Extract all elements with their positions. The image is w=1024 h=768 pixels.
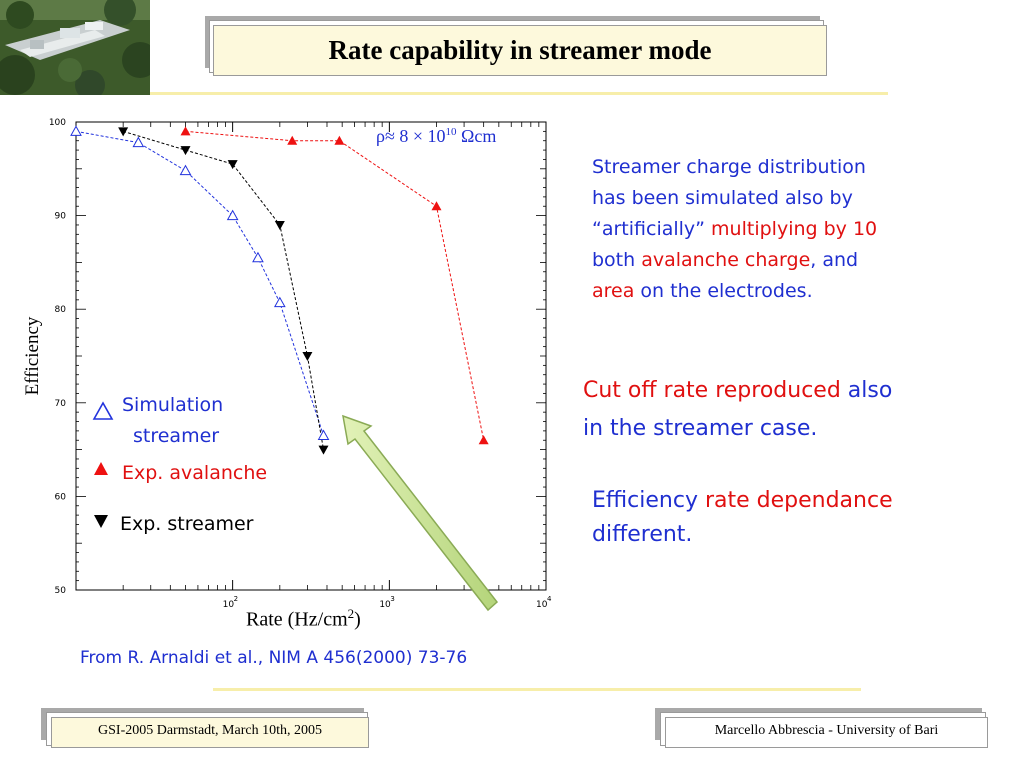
marker-avalanche: [180, 126, 191, 136]
marker-simulation: [70, 125, 82, 136]
series-line-2: [123, 130, 324, 450]
legend-exp-avalanche: Exp. avalanche: [122, 462, 268, 484]
title-underline: [150, 92, 888, 95]
x-tick-label-exponent: 4: [547, 595, 552, 603]
note-streamer-simulation: Streamer charge distribution has been si…: [592, 152, 877, 307]
marker-simulation: [273, 296, 286, 308]
legend-simulation-line2: streamer: [133, 425, 220, 447]
marker-streamer: [180, 146, 191, 156]
title-box: Rate capability in streamer mode: [213, 25, 827, 76]
marker-streamer: [318, 445, 329, 455]
footer-right-box: Marcello Abbrescia - University of Bari: [665, 717, 988, 748]
footer-left-text: GSI-2005 Darmstadt, March 10th, 2005: [98, 723, 322, 738]
note-efficiency: Efficiency rate dependance different.: [592, 484, 893, 552]
unit-text: Ωcm: [456, 126, 497, 146]
marker-simulation: [252, 251, 264, 263]
marker-simulation: [179, 164, 192, 176]
approx-text: ≈ 8 × 10: [384, 126, 446, 146]
note1-line2: has been simulated also by: [592, 187, 853, 209]
marker-simulation: [226, 209, 239, 221]
note1-line1: Streamer charge distribution: [592, 156, 866, 178]
marker-streamer: [227, 160, 238, 170]
note1-line4-a: both: [592, 249, 642, 271]
citation: From R. Arnaldi et al., NIM A 456(2000) …: [80, 648, 468, 668]
x-axis-label-sup: 2: [347, 606, 355, 621]
footer-left-box: GSI-2005 Darmstadt, March 10th, 2005: [51, 717, 369, 748]
marker-avalanche: [287, 135, 298, 145]
header-photo: [0, 0, 150, 95]
note1-line5-b: on the electrodes.: [634, 280, 813, 302]
marker-avalanche: [334, 135, 345, 145]
x-tick-label-exponent: 3: [390, 595, 394, 603]
marker-avalanche: [431, 201, 442, 211]
note2-line1: Cut off rate reproduced also: [583, 372, 892, 410]
marker-simulation: [317, 429, 330, 441]
marker-avalanche: [478, 435, 489, 445]
marker-simulation: [132, 136, 145, 148]
y-axis-label: Efficiency: [22, 316, 43, 396]
y-tick-label: 100: [49, 118, 66, 128]
x-tick-label: 10: [536, 600, 548, 610]
note-cutoff-rate: Cut off rate reproduced also in the stre…: [583, 372, 892, 448]
legend-open-triangle-icon: [92, 401, 114, 420]
note1-line3-b: multiplying by 10: [711, 218, 878, 240]
rho-symbol: ρ: [376, 126, 385, 146]
exponent-text: 10: [445, 126, 457, 138]
y-tick-label: 70: [55, 399, 67, 409]
legend-filled-triangle-up-icon: [94, 462, 108, 475]
note3-line1: Efficiency rate dependance: [592, 484, 893, 518]
x-axis-label-end: ): [354, 608, 361, 631]
footer-right-text: Marcello Abbrescia - University of Bari: [714, 723, 939, 738]
footer-accent-line: [213, 688, 861, 691]
legend-simulation-line1: Simulation: [122, 394, 224, 416]
note2-line1-a: Cut off rate reproduced: [583, 378, 841, 403]
marker-streamer: [118, 127, 129, 137]
resistivity-annotation: ρ≈ 8 × 1010 Ωcm: [376, 126, 496, 147]
x-tick-label: 10: [223, 600, 235, 610]
note1-line5-a: area: [592, 280, 635, 302]
note1-line4-b: avalanche charge: [641, 249, 811, 271]
pointer-arrow: [342, 414, 499, 612]
series-line-0: [75, 130, 324, 436]
y-tick-label: 90: [55, 212, 67, 222]
marker-streamer: [302, 352, 313, 361]
note2-line2: in the streamer case.: [583, 416, 818, 441]
x-tick-label-exponent: 2: [234, 595, 238, 603]
legend-filled-triangle-down-icon: [94, 515, 108, 528]
note3-line1-a: Efficiency: [592, 488, 705, 513]
legend-exp-streamer: Exp. streamer: [120, 513, 254, 535]
y-tick-label: 80: [55, 305, 67, 315]
marker-streamer: [274, 220, 285, 230]
x-tick-label: 10: [379, 600, 391, 610]
note1-line4: both avalanche charge, and: [592, 245, 877, 276]
note1-line3-a: “artificially”: [592, 218, 712, 240]
note3-line1-b: rate dependance: [704, 488, 893, 513]
x-axis-label: Rate (Hz/cm2): [246, 606, 361, 632]
y-tick-label: 50: [55, 586, 67, 596]
note3-line2: different.: [592, 522, 693, 547]
note2-line1-b: also: [840, 378, 893, 403]
y-tick-label: 60: [55, 492, 67, 502]
note1-line3: “artificially” multiplying by 10: [592, 214, 877, 245]
slide-title: Rate capability in streamer mode: [328, 35, 712, 65]
series-line-1: [185, 130, 485, 441]
note1-line5: area on the electrodes.: [592, 276, 877, 307]
x-axis-label-text: Rate (Hz/cm: [246, 608, 348, 631]
note1-line4-c: , and: [810, 249, 859, 271]
